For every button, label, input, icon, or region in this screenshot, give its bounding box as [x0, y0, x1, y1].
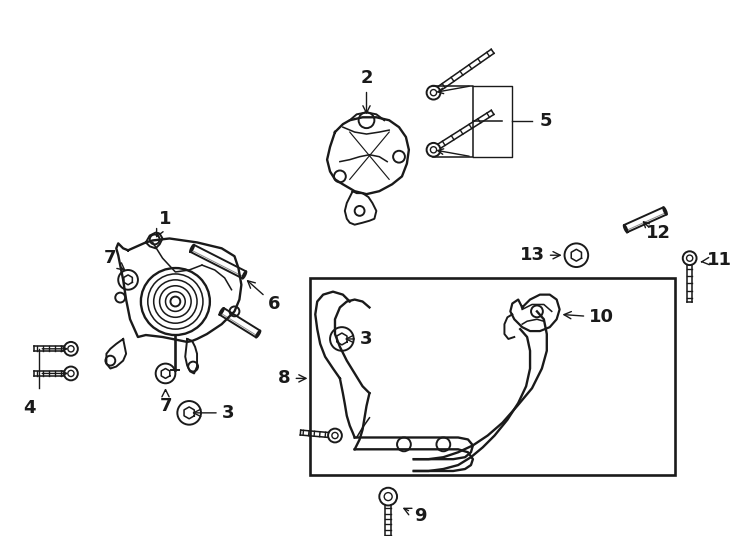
- Text: 2: 2: [360, 69, 373, 113]
- Circle shape: [330, 327, 354, 351]
- Circle shape: [118, 270, 138, 289]
- Circle shape: [178, 401, 201, 424]
- Text: 3: 3: [194, 404, 234, 422]
- Text: 4: 4: [23, 399, 36, 417]
- Text: 13: 13: [520, 246, 560, 264]
- Text: 8: 8: [278, 369, 306, 387]
- Text: 10: 10: [564, 308, 614, 326]
- Text: 9: 9: [404, 507, 426, 525]
- Text: 6: 6: [247, 281, 280, 314]
- Ellipse shape: [242, 272, 247, 279]
- Text: 7: 7: [103, 249, 125, 270]
- Ellipse shape: [624, 225, 628, 232]
- Ellipse shape: [664, 207, 667, 214]
- Text: 5: 5: [540, 112, 553, 130]
- Ellipse shape: [256, 330, 261, 338]
- Text: 12: 12: [646, 224, 671, 241]
- Ellipse shape: [190, 245, 194, 252]
- Bar: [310, 278, 675, 475]
- Text: 1: 1: [156, 210, 172, 237]
- Circle shape: [564, 244, 588, 267]
- Ellipse shape: [141, 268, 210, 335]
- Text: 3: 3: [346, 330, 372, 348]
- Text: 11: 11: [702, 251, 733, 269]
- Circle shape: [156, 363, 175, 383]
- Ellipse shape: [219, 308, 224, 315]
- Text: 7: 7: [159, 389, 172, 415]
